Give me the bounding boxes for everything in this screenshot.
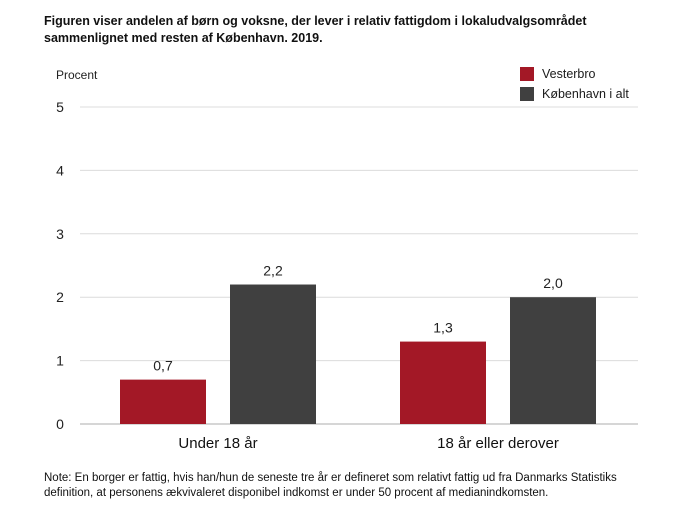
data-label: 1,3 (433, 320, 453, 336)
bar (120, 379, 206, 424)
legend-swatch-vesterbro (520, 67, 534, 81)
bar-chart: 0 1 2 3 4 5 0,7 2,2 Under 18 år 1,3 2,0 18 år eller… (56, 99, 638, 452)
footnote: Note: En borger er fattig, hvis han/hun … (44, 472, 617, 499)
bar (400, 341, 486, 424)
legend-swatch-kobenhavn (520, 87, 534, 101)
y-tick-label: 1 (56, 353, 64, 369)
y-tick-label: 0 (56, 416, 64, 432)
y-axis-label: Procent (56, 68, 98, 82)
chart-title: Figuren viser andelen af børn og voksne,… (44, 14, 587, 45)
legend: Vesterbro København i alt (520, 64, 629, 104)
legend-label-kobenhavn: København i alt (542, 87, 629, 101)
legend-item-vesterbro: Vesterbro (520, 64, 629, 84)
y-tick-label: 5 (56, 99, 64, 115)
legend-item-kobenhavn: København i alt (520, 84, 629, 104)
x-tick-label: Under 18 år (178, 435, 257, 452)
data-label: 0,7 (153, 358, 173, 374)
y-tick-label: 2 (56, 289, 64, 305)
data-label: 2,2 (263, 263, 283, 279)
legend-label-vesterbro: Vesterbro (542, 67, 596, 81)
bar (510, 297, 596, 424)
y-tick-label: 4 (56, 162, 64, 178)
x-tick-label: 18 år eller derover (437, 435, 559, 452)
bar (230, 284, 316, 424)
y-tick-label: 3 (56, 226, 64, 242)
data-label: 2,0 (543, 275, 563, 291)
